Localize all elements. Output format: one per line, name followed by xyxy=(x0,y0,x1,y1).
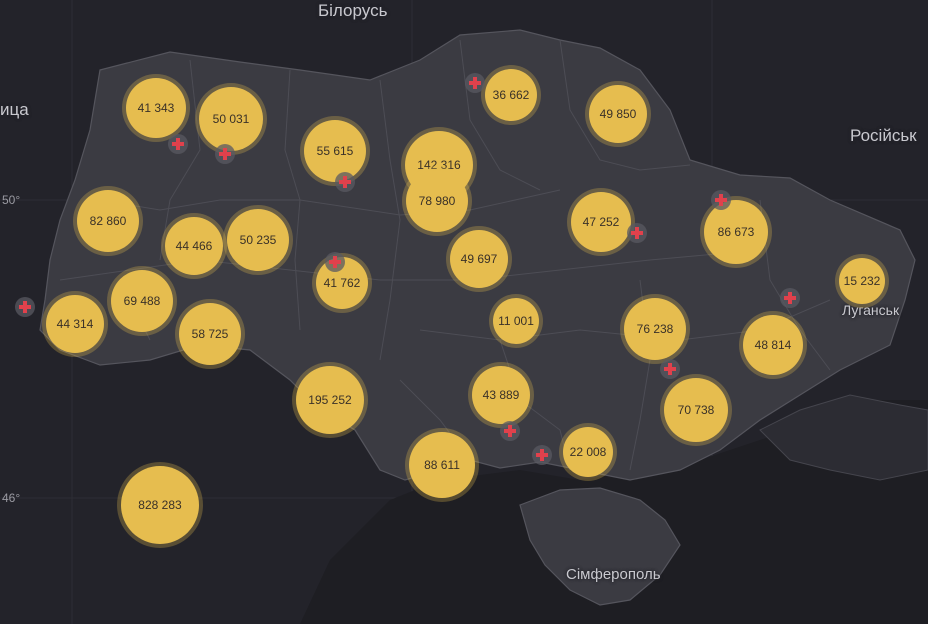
medical-cross-icon[interactable] xyxy=(627,223,647,243)
cluster-count: 48 814 xyxy=(754,338,792,352)
cluster-bubble[interactable]: 78 980 xyxy=(406,170,468,232)
cluster-count: 15 232 xyxy=(843,274,881,288)
cluster-count: 11 001 xyxy=(498,314,534,328)
label-luhansk: Луганськ xyxy=(842,302,900,318)
medical-cross-icon[interactable] xyxy=(168,134,188,154)
medical-cross-icon[interactable] xyxy=(532,445,552,465)
coord-50: 50° xyxy=(2,193,21,207)
cluster-bubble[interactable]: 44 466 xyxy=(165,217,223,275)
cluster-count: 70 738 xyxy=(677,403,715,417)
cluster-count: 43 889 xyxy=(482,388,520,402)
cluster-count: 69 488 xyxy=(123,294,161,308)
cluster-bubble[interactable]: 11 001 xyxy=(493,298,539,344)
label-simferopol: Сімферополь xyxy=(566,566,661,583)
cluster-count: 41 762 xyxy=(323,276,361,290)
cluster-count: 195 252 xyxy=(308,393,352,407)
cluster-bubble[interactable]: 50 031 xyxy=(199,87,263,151)
coord-46: 46° xyxy=(2,491,21,505)
medical-cross-icon[interactable] xyxy=(500,421,520,441)
label-russia-partial: Російськ xyxy=(850,126,917,145)
cluster-bubble[interactable]: 70 738 xyxy=(664,378,728,442)
cluster-count: 22 008 xyxy=(569,445,607,459)
cluster-count: 49 850 xyxy=(599,107,637,121)
cluster-count: 44 466 xyxy=(175,239,213,253)
cluster-bubble[interactable]: 36 662 xyxy=(485,69,537,121)
cluster-bubble[interactable]: 44 314 xyxy=(46,295,104,353)
cluster-count: 76 238 xyxy=(636,322,674,336)
cluster-bubble[interactable]: 828 283 xyxy=(121,466,199,544)
cluster-count: 142 316 xyxy=(417,158,461,172)
cluster-bubble[interactable]: 88 611 xyxy=(409,432,475,498)
cluster-bubble[interactable]: 55 615 xyxy=(304,120,366,182)
cluster-count: 47 252 xyxy=(582,215,620,229)
cluster-count: 828 283 xyxy=(138,498,182,512)
cluster-bubble[interactable]: 49 697 xyxy=(450,230,508,288)
cluster-bubble[interactable]: 43 889 xyxy=(472,366,530,424)
cluster-bubble[interactable]: 48 814 xyxy=(743,315,803,375)
cluster-bubble[interactable]: 86 673 xyxy=(704,200,768,264)
cluster-count: 55 615 xyxy=(316,144,354,158)
medical-cross-icon[interactable] xyxy=(780,288,800,308)
cluster-bubble[interactable]: 69 488 xyxy=(111,270,173,332)
cluster-count: 50 031 xyxy=(212,112,250,126)
cluster-bubble[interactable]: 15 232 xyxy=(839,258,885,304)
cluster-bubble[interactable]: 195 252 xyxy=(296,366,364,434)
medical-cross-icon[interactable] xyxy=(465,73,485,93)
label-left-partial: ица xyxy=(0,100,29,119)
cluster-count: 88 611 xyxy=(424,458,460,472)
cluster-bubble[interactable]: 58 725 xyxy=(179,303,241,365)
cluster-bubble[interactable]: 41 343 xyxy=(126,78,186,138)
medical-cross-icon[interactable] xyxy=(660,359,680,379)
cluster-count: 50 235 xyxy=(239,233,277,247)
cluster-count: 44 314 xyxy=(56,317,94,331)
crimea xyxy=(519,487,681,606)
cluster-bubble[interactable]: 49 850 xyxy=(589,85,647,143)
cluster-count: 82 860 xyxy=(89,214,127,228)
medical-cross-icon[interactable] xyxy=(711,190,731,210)
cluster-count: 58 725 xyxy=(191,327,229,341)
medical-cross-icon[interactable] xyxy=(15,297,35,317)
cluster-count: 49 697 xyxy=(460,252,498,266)
label-belarus: Білорусь xyxy=(318,1,388,20)
cluster-count: 86 673 xyxy=(717,225,755,239)
cluster-bubble[interactable]: 47 252 xyxy=(571,192,631,252)
cluster-bubble[interactable]: 50 235 xyxy=(227,209,289,271)
cluster-count: 78 980 xyxy=(418,194,456,208)
medical-cross-icon[interactable] xyxy=(215,144,235,164)
cluster-bubble[interactable]: 82 860 xyxy=(77,190,139,252)
medical-cross-icon[interactable] xyxy=(335,172,355,192)
cluster-count: 41 343 xyxy=(137,101,175,115)
medical-cross-icon[interactable] xyxy=(325,252,345,272)
cluster-bubble[interactable]: 22 008 xyxy=(563,427,613,477)
russia-coast xyxy=(759,394,928,481)
cluster-count: 36 662 xyxy=(492,88,530,102)
cluster-bubble[interactable]: 76 238 xyxy=(624,298,686,360)
